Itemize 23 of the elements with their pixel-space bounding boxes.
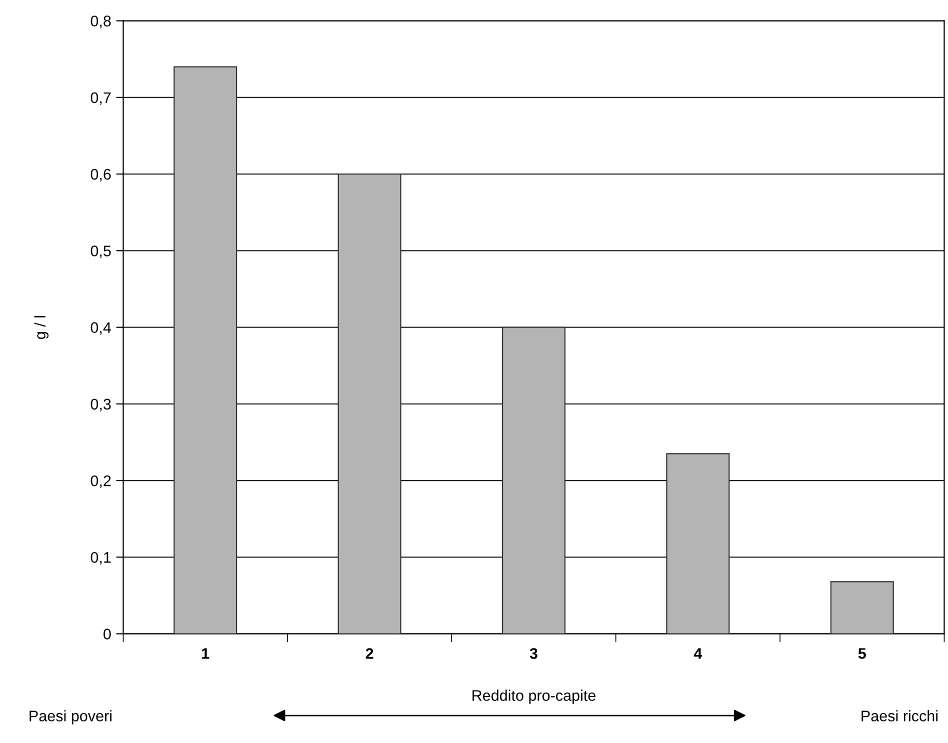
bar (338, 173, 402, 634)
y-tick-label: 0,6 (90, 168, 111, 182)
y-tick-label: 0,5 (90, 246, 111, 258)
x-tick-label: 4 (694, 648, 702, 659)
bar (174, 66, 238, 634)
x-tick-label: 1 (202, 648, 210, 659)
bar (830, 581, 894, 634)
x-axis-title: Reddito pro-capite (472, 690, 596, 704)
y-axis-title: g / l (34, 316, 49, 339)
y-tick-label: 0,7 (90, 92, 111, 105)
bar (666, 453, 730, 634)
x-tick-label: 2 (366, 648, 374, 659)
text: Paesi poveri (30, 710, 112, 724)
x-tick-label: 5 (858, 648, 866, 659)
y-tick-label: 0,8 (90, 16, 111, 28)
y-tick-label: 0,2 (90, 475, 111, 488)
text: Paesi ricchi (862, 710, 938, 722)
bar (502, 326, 566, 634)
y-tick-label: 0,4 (90, 322, 111, 335)
y-tick-label: 0,1 (90, 552, 111, 565)
x-tick-label: 3 (530, 648, 538, 659)
y-tick-label: 0 (104, 628, 111, 640)
y-tick-label: 0,3 (90, 398, 111, 412)
